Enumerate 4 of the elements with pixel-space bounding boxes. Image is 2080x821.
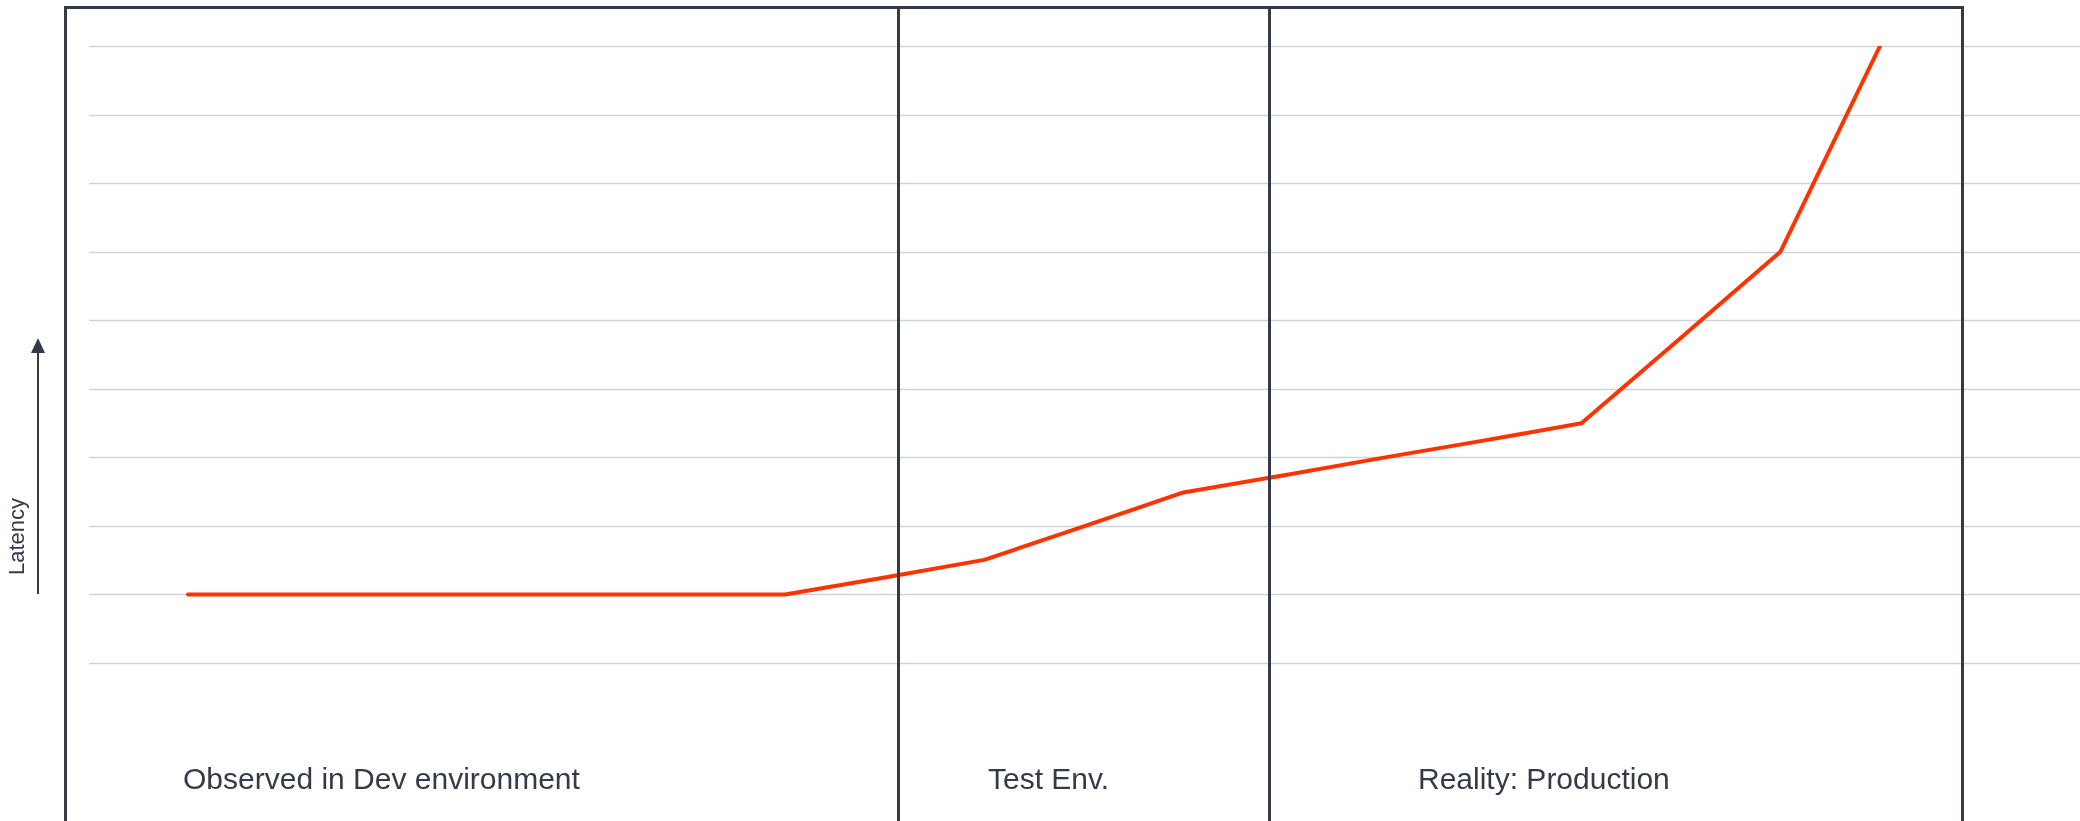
y-axis-title: Latency [4,497,30,575]
text: Observed in Dev environment [183,762,580,796]
text: Test Env. [988,762,1110,796]
text: Reality: Production [1418,762,1670,796]
